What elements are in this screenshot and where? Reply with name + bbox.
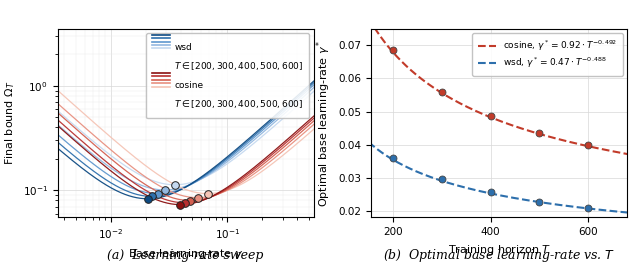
wsd, $\gamma^* = 0.47 \cdot T^{-0.488}$ xyxy=(397,163,405,166)
Line: wsd, $\gamma^* = 0.47 \cdot T^{-0.488}$: wsd, $\gamma^* = 0.47 \cdot T^{-0.488}$ xyxy=(369,142,637,214)
Y-axis label: Optimal base learning-rate $\gamma^*$: Optimal base learning-rate $\gamma^*$ xyxy=(314,39,333,207)
wsd, $\gamma^* = 0.47 \cdot T^{-0.488}$ xyxy=(452,184,460,187)
Text: (a)  Learning-rate sweep: (a) Learning-rate sweep xyxy=(108,249,264,262)
Y-axis label: Final bound $\Omega_T$: Final bound $\Omega_T$ xyxy=(3,81,17,165)
wsd, $\gamma^* = 0.47 \cdot T^{-0.488}$ xyxy=(560,204,568,207)
cosine, $\gamma^* = 0.92 \cdot T^{-0.492}$ xyxy=(534,132,541,135)
cosine, $\gamma^* = 0.92 \cdot T^{-0.492}$ xyxy=(452,100,460,103)
X-axis label: Base learning-rate $\gamma$: Base learning-rate $\gamma$ xyxy=(128,247,243,260)
cosine, $\gamma^* = 0.92 \cdot T^{-0.492}$ xyxy=(471,109,479,112)
cosine, $\gamma^* = 0.92 \cdot T^{-0.492}$ xyxy=(559,139,566,142)
Text: (b)  Optimal base learning-rate vs. $T$: (b) Optimal base learning-rate vs. $T$ xyxy=(383,247,616,262)
wsd, $\gamma^* = 0.47 \cdot T^{-0.488}$ xyxy=(365,141,372,144)
Legend: wsd, $T \in [200, 300, 400, 500, 600]$, cosine, $T \in [200, 300, 400, 500, 600]: wsd, $T \in [200, 300, 400, 500, 600]$, … xyxy=(147,33,309,118)
wsd, $\gamma^* = 0.47 \cdot T^{-0.488}$ xyxy=(534,200,541,203)
cosine, $\gamma^* = 0.92 \cdot T^{-0.492}$ xyxy=(365,17,372,20)
wsd, $\gamma^* = 0.47 \cdot T^{-0.488}$ xyxy=(633,212,640,215)
cosine, $\gamma^* = 0.92 \cdot T^{-0.492}$ xyxy=(633,154,640,157)
cosine, $\gamma^* = 0.92 \cdot T^{-0.492}$ xyxy=(560,139,568,142)
Line: cosine, $\gamma^* = 0.92 \cdot T^{-0.492}$: cosine, $\gamma^* = 0.92 \cdot T^{-0.492… xyxy=(369,18,637,156)
X-axis label: Training horizon $T$: Training horizon $T$ xyxy=(447,243,551,257)
wsd, $\gamma^* = 0.47 \cdot T^{-0.488}$ xyxy=(471,188,479,192)
Legend: cosine, $\gamma^* = 0.92 \cdot T^{-0.492}$, wsd, $\gamma^* = 0.47 \cdot T^{-0.48: cosine, $\gamma^* = 0.92 \cdot T^{-0.492… xyxy=(472,33,623,76)
wsd, $\gamma^* = 0.47 \cdot T^{-0.488}$ xyxy=(559,204,566,207)
cosine, $\gamma^* = 0.92 \cdot T^{-0.492}$ xyxy=(397,59,405,62)
